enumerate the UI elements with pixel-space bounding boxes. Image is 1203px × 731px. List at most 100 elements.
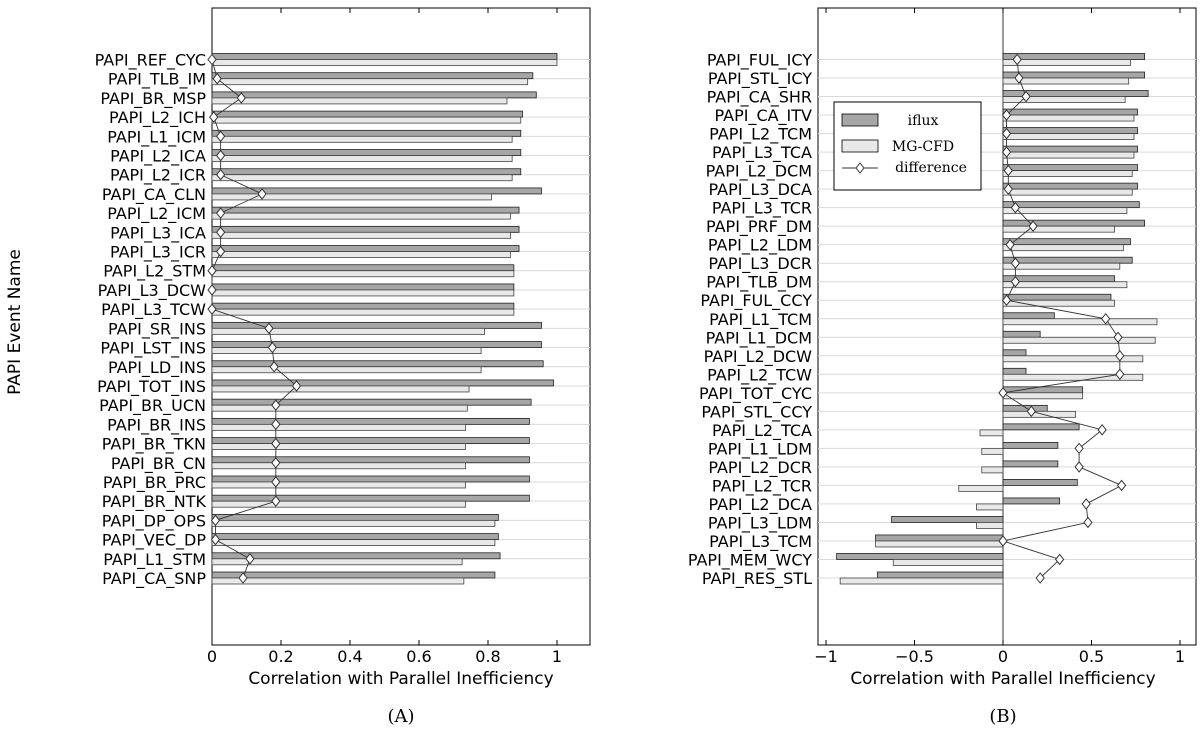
panel-b-category-label: PAPI_CA_SHR <box>707 88 812 108</box>
panel-a-iflux-bar <box>211 206 520 214</box>
panel-a-difference-marker <box>238 572 248 584</box>
panel-b-iflux-bar <box>1002 330 1041 338</box>
panel-b-category-label: PAPI_TLB_DM <box>706 273 812 293</box>
panel-a-category-label: PAPI_BR_NTK <box>102 492 207 512</box>
panel-b-iflux-bar <box>1002 497 1061 505</box>
panel-b-difference-marker <box>1101 312 1111 325</box>
panel-b-mg-cfd-bar <box>1002 373 1144 381</box>
panel-b-iflux-bar <box>836 553 1004 560</box>
panel-a-difference-marker <box>215 168 226 181</box>
panel-b-iflux-bar <box>1002 127 1138 134</box>
panel-a-x-tick-label: 0 <box>207 647 217 666</box>
panel-a-category-label: PAPI_L2_ICR <box>110 166 206 186</box>
panel-a-mg-cfd-bar <box>211 59 558 66</box>
panel-b-mg-cfd-bar <box>958 485 1004 492</box>
panel-a-category-label: PAPI_L1_ICM <box>107 127 206 147</box>
panel-a-difference-marker <box>257 188 267 200</box>
panel-b-category-label: PAPI_L3_TCA <box>712 143 812 163</box>
panel-b-mg-cfd-bar <box>1002 170 1133 178</box>
panel-a-label: (A) <box>387 706 414 727</box>
panel-a-difference-marker <box>207 264 217 277</box>
panel-a-mg-cfd-bar <box>211 155 513 162</box>
panel-a-iflux-bar <box>211 398 532 406</box>
panel-b-frame <box>817 7 1197 646</box>
panel-a-chart: PAPI_REF_CYCPAPI_TLB_IMPAPI_BR_MSPPAPI_L… <box>95 7 591 727</box>
legend-mg-cfd-swatch <box>841 139 879 153</box>
panel-a-mg-cfd-bar <box>211 385 470 393</box>
panel-b-difference-marker <box>1001 294 1012 307</box>
panel-b-iflux-bar <box>875 534 1004 542</box>
panel-a-mg-cfd-bar <box>211 135 513 143</box>
panel-a-difference-marker <box>212 72 222 85</box>
panel-a-category-label: PAPI_CA_CLN <box>102 185 206 205</box>
panel-b-difference-marker <box>1005 238 1015 251</box>
panel-b-difference-marker <box>1054 553 1065 566</box>
panel-b-iflux-bar <box>1002 367 1027 375</box>
panel-b-difference-marker <box>1074 442 1084 455</box>
panel-b-iflux-bar <box>1002 404 1048 412</box>
panel-b-category-label: PAPI_L1_DCM <box>706 328 812 348</box>
panel-b-difference-marker <box>1010 275 1021 288</box>
panel-a-category-label: PAPI_L2_ICA <box>110 147 206 167</box>
panel-b-mg-cfd-bar <box>1002 392 1084 400</box>
panel-b-mg-cfd-bar <box>976 503 1004 511</box>
panel-a-mg-cfd-bar <box>211 289 515 297</box>
panel-a-difference-marker <box>215 130 226 143</box>
panel-a-mg-cfd-bar <box>211 558 463 566</box>
panel-b-x-tick-label: 0 <box>998 647 1008 666</box>
legend-difference-marker <box>855 162 865 174</box>
panel-b-iflux-bar <box>1002 479 1078 486</box>
panel-b-mg-cfd-bar <box>981 447 1004 455</box>
panel-b-category-label: PAPI_L1_LDM <box>708 439 812 459</box>
panel-a-mg-cfd-bar <box>211 251 511 258</box>
panel-a-category-label: PAPI_BR_MSP <box>100 89 206 109</box>
panel-a-iflux-bar <box>211 149 522 156</box>
panel-b-iflux-bar <box>1002 219 1146 227</box>
legend-mg-cfd-label: MG-CFD <box>892 139 954 155</box>
panel-b-difference-marker <box>1026 405 1036 418</box>
legend-iflux-swatch <box>841 113 879 127</box>
panel-a-iflux-bar <box>211 264 515 272</box>
panel-a-difference-marker <box>215 245 226 258</box>
panel-b-mg-cfd-bar <box>1002 188 1133 196</box>
panel-a-mg-cfd-bar <box>211 327 485 335</box>
panel-a-category-label: PAPI_L3_ICR <box>110 243 206 263</box>
panel-a-category-label: PAPI_DP_OPS <box>102 511 206 531</box>
panel-b-mg-cfd-bar <box>981 466 1004 474</box>
panel-b-mg-cfd-bar <box>1002 133 1135 140</box>
panel-b-mg-cfd-bar <box>1002 114 1135 122</box>
panel-b-iflux-bar <box>1002 71 1146 79</box>
panel-b-difference-marker <box>1116 479 1127 492</box>
panel-a-difference-marker <box>271 399 281 411</box>
panel-b-mg-cfd-bar <box>1002 77 1130 85</box>
panel-a-mg-cfd-bar <box>211 97 508 105</box>
panel-a-difference-marker <box>207 303 217 315</box>
panel-a-x-axis-label: Correlation with Parallel Inefficiency <box>248 669 553 689</box>
panel-b-mg-cfd-bar <box>1002 410 1076 418</box>
panel-b-category-label: PAPI_L2_DCA <box>709 495 813 515</box>
panel-a-category-label: PAPI_TOT_INS <box>97 377 206 397</box>
panel-b-mg-cfd-bar <box>1002 59 1131 66</box>
panel-b-category-label: PAPI_L2_TCA <box>712 421 812 441</box>
panel-b-difference-marker <box>1097 424 1107 436</box>
panel-a-iflux-bar <box>211 456 530 464</box>
panel-b-mg-cfd-bar <box>979 429 1004 437</box>
panel-b-iflux-bar <box>1002 293 1112 301</box>
panel-b-x-tick-label: −1 <box>814 647 838 666</box>
panel-a-iflux-bar <box>211 53 558 60</box>
panel-b-difference-marker <box>1115 368 1125 381</box>
panel-b-category-label: PAPI_L2_TCM <box>709 125 812 145</box>
panel-a-mg-cfd-bar <box>211 78 529 86</box>
panel-a-mg-cfd-bar <box>211 577 465 585</box>
panel-b-mg-cfd-bar <box>1002 355 1144 363</box>
panel-a-category-label: PAPI_L3_DCW <box>98 281 207 301</box>
panel-b-iflux-bar <box>876 571 1004 579</box>
panel-a-iflux-bar <box>211 552 501 560</box>
panel-a-difference-marker <box>236 92 246 104</box>
panel-b-difference-marker <box>1115 349 1125 362</box>
panel-a-mg-cfd-bar <box>211 443 466 450</box>
panel-a-iflux-bar <box>211 110 523 118</box>
panel-a-iflux-bar <box>211 168 522 176</box>
panel-a-iflux-bar <box>211 129 522 137</box>
panel-b-mg-cfd-bar <box>875 540 1004 548</box>
